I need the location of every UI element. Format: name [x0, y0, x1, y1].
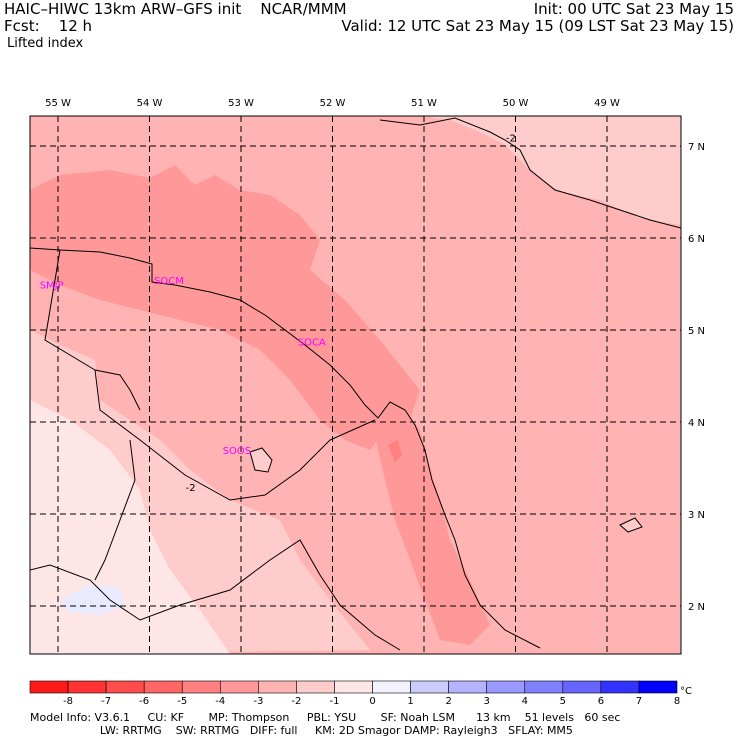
shade-positive-patch: [60, 585, 125, 615]
colorbar-swatch: [67, 680, 107, 694]
colorbar-tick-label: 1: [407, 696, 413, 707]
colorbar-tick-label: 8: [674, 696, 680, 707]
lon-label: 50 W: [503, 98, 529, 109]
contour-label: -2: [186, 483, 196, 494]
lon-label: 55 W: [45, 98, 71, 109]
station-label: SMJP: [40, 281, 64, 292]
coastline: [30, 247, 541, 649]
shade-dark-cell: [388, 440, 402, 462]
lon-label: 54 W: [137, 98, 163, 109]
station-label: SOCA: [298, 338, 326, 349]
station-label: SOOS: [223, 446, 251, 457]
field-name: Lifted index: [7, 36, 84, 51]
colorbar-tick-label: -1: [329, 696, 339, 707]
colorbar-swatch: [562, 680, 602, 694]
lat-label: 6 N: [688, 234, 705, 245]
lat-label: 7 N: [688, 142, 705, 153]
colorbar-swatch: [219, 680, 259, 694]
colorbar-swatch: [296, 680, 335, 694]
colorbar-tick-label: 0: [369, 696, 375, 707]
colorbar-swatch: [143, 680, 183, 694]
border-west: [94, 439, 136, 581]
model-info-line1: Model Info: V3.6.1 CU: KF MP: Thompson P…: [30, 711, 621, 724]
lon-label: 51 W: [411, 98, 437, 109]
colorbar-unit: °C: [680, 686, 692, 697]
contour-line-north: [379, 117, 681, 229]
forecast-hour: Fcst: 12 h: [4, 17, 93, 35]
valid-time: Valid: 12 UTC Sat 23 May 15 (09 LST Sat …: [341, 17, 734, 35]
colorbar-tick-label: 3: [484, 696, 490, 707]
colorbar-tick-label: -3: [253, 696, 263, 707]
colorbar-tick-label: -6: [139, 696, 149, 707]
lon-label: 49 W: [594, 98, 620, 109]
colorbar-swatch: [105, 680, 145, 694]
colorbar-swatch: [372, 680, 411, 694]
lat-label: 5 N: [688, 326, 705, 337]
shade-northeast: [420, 116, 681, 225]
colorbar: -8 -7 -6 -5 -4 -3 -2 -1 0 1 2 3 4 5 6 7 8°C: [29, 680, 692, 707]
model-info-line2: LW: RRTMG SW: RRTMG DIFF: full KM: 2D Sm…: [30, 724, 573, 737]
colorbar-tick-label: -4: [215, 696, 225, 707]
colorbar-tick-label: -5: [177, 696, 187, 707]
colorbar-tick-label: 2: [445, 696, 451, 707]
colorbar-swatch: [181, 680, 221, 694]
contour-closed-east: [619, 517, 643, 533]
colorbar-tick-label: 5: [560, 696, 566, 707]
lon-label: 52 W: [320, 98, 346, 109]
model-title: HAIC–HIWC 13km ARW–GFS init NCAR/MMM: [4, 0, 347, 18]
colorbar-swatch: [600, 680, 640, 694]
station-label: SOCM: [154, 276, 184, 287]
lat-label: 3 N: [688, 510, 705, 521]
colorbar-tick-label: 6: [598, 696, 604, 707]
colorbar-tick-label: -2: [291, 696, 301, 707]
init-time: Init: 00 UTC Sat 23 May 15: [533, 0, 734, 18]
lat-label: 2 N: [688, 602, 705, 613]
colorbar-swatch: [524, 680, 564, 694]
colorbar-tick-label: 7: [636, 696, 642, 707]
border-interior: [94, 369, 141, 411]
map-frame: [29, 115, 682, 655]
lon-label: 53 W: [228, 98, 254, 109]
colorbar-swatch: [29, 680, 69, 694]
colorbar-swatch: [486, 680, 526, 694]
shade-amapa-band: [372, 405, 490, 645]
contour-label: -2: [506, 133, 516, 144]
colorbar-swatch: [410, 680, 449, 694]
colorbar-swatch: [334, 680, 373, 694]
colorbar-swatch: [258, 680, 297, 694]
shade-coastal-band: [30, 165, 420, 450]
colorbar-tick-label: -8: [63, 696, 73, 707]
lat-label: 4 N: [688, 418, 705, 429]
colorbar-tick-label: -7: [101, 696, 111, 707]
border-south: [30, 539, 401, 651]
colorbar-swatch: [448, 680, 488, 694]
colorbar-tick-label: 4: [522, 696, 528, 707]
border-french-guiana: [44, 249, 376, 501]
lat-lon-grid: [30, 116, 681, 654]
colorbar-swatch: [638, 680, 678, 694]
contour-closed-small: [249, 447, 273, 473]
